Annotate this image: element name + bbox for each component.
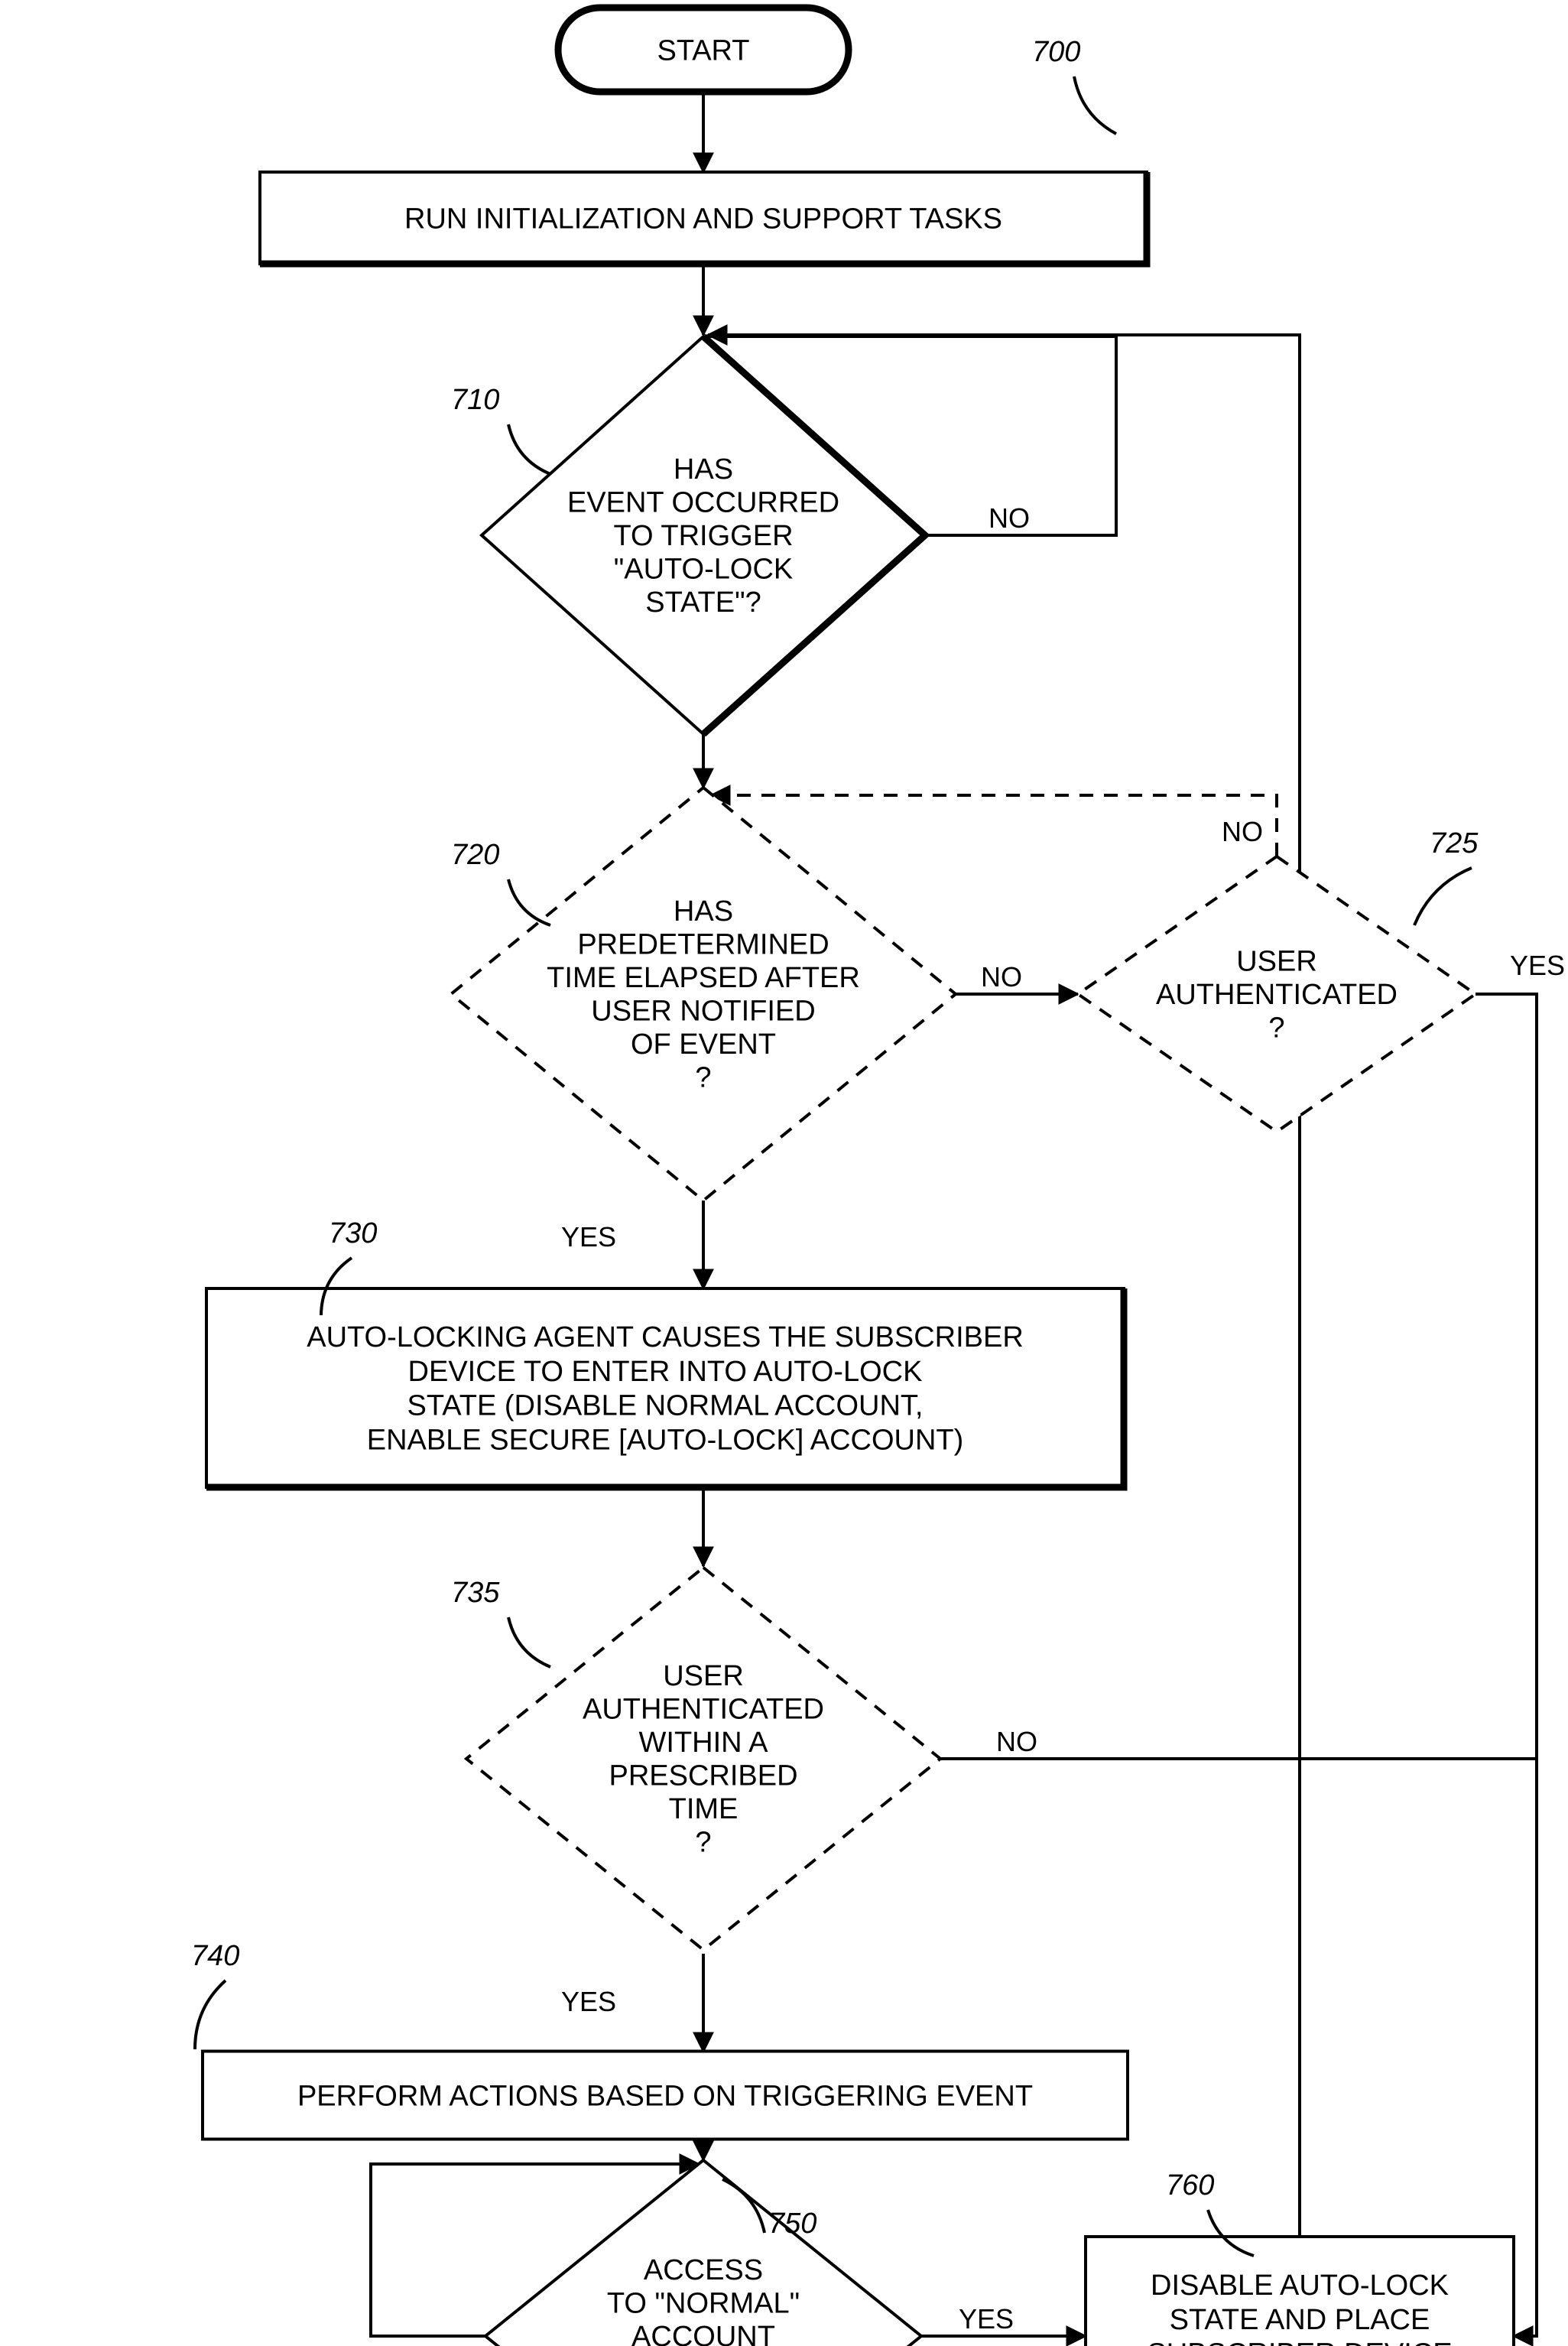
edge-label: NO bbox=[1222, 816, 1263, 847]
flow-edge bbox=[711, 795, 1277, 856]
flow-edge bbox=[1475, 994, 1537, 2336]
node-text: RUN INITIALIZATION AND SUPPORT TASKS bbox=[404, 203, 1002, 235]
node-text: START bbox=[657, 34, 749, 67]
node-text: DISABLE AUTO-LOCKSTATE AND PLACESUBSCRIB… bbox=[1147, 2270, 1452, 2346]
ref-label-700: 700 bbox=[1032, 36, 1080, 68]
ref-label-750: 750 bbox=[768, 2208, 816, 2240]
ref-label-725: 725 bbox=[1430, 827, 1479, 859]
ref-label-710: 710 bbox=[451, 384, 499, 416]
edge-label: YES bbox=[561, 1221, 616, 1253]
ref-label-735: 735 bbox=[451, 1577, 500, 1609]
ref-label-740: 740 bbox=[191, 1940, 239, 1972]
edge-label: YES bbox=[561, 1986, 616, 2017]
ref-hook bbox=[508, 424, 550, 474]
node-text: PERFORM ACTIONS BASED ON TRIGGERING EVEN… bbox=[297, 2080, 1033, 2112]
ref-label-760: 760 bbox=[1166, 2169, 1214, 2201]
ref-hook bbox=[1414, 868, 1472, 925]
ref-hook bbox=[508, 1617, 550, 1667]
edge-label: YES bbox=[959, 2303, 1014, 2335]
ref-hook bbox=[195, 1980, 226, 2049]
node-p730 bbox=[206, 1288, 1124, 1487]
edge-label: NO bbox=[996, 1726, 1037, 1757]
ref-hook bbox=[1074, 76, 1116, 134]
ref-label-720: 720 bbox=[451, 839, 499, 871]
edge-label: NO bbox=[981, 961, 1022, 993]
edge-label: NO bbox=[989, 502, 1030, 534]
ref-label-730: 730 bbox=[329, 1217, 377, 1249]
edge-label: YES bbox=[1510, 950, 1565, 981]
